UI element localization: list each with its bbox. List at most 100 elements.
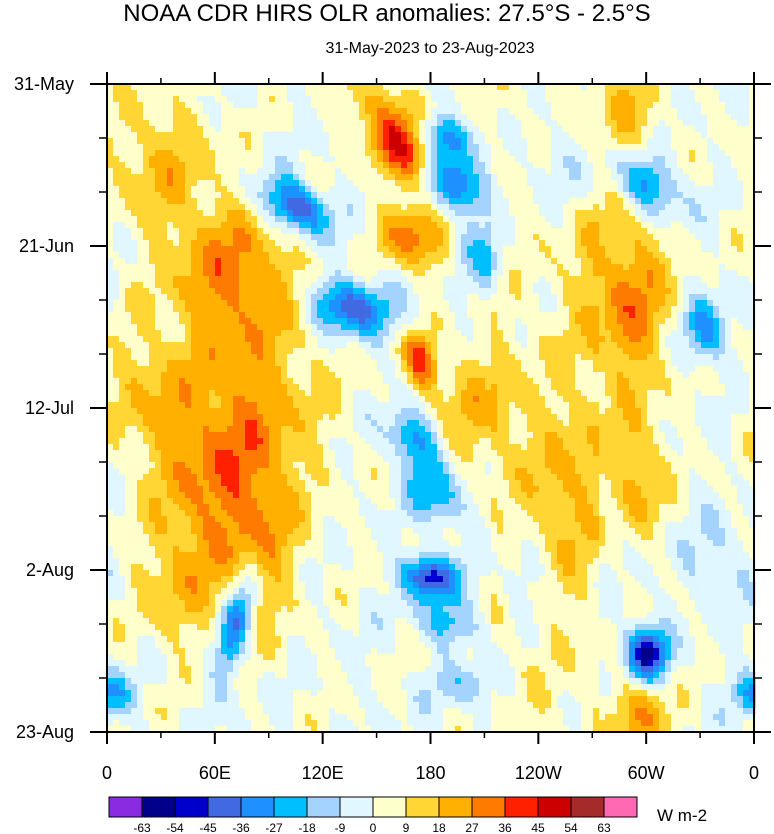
heatmap-cell	[311, 168, 318, 175]
heatmap-cell	[203, 330, 210, 337]
heatmap-cell	[293, 330, 300, 337]
heatmap-cell	[245, 336, 252, 343]
heatmap-cell	[365, 222, 372, 229]
heatmap-cell	[515, 288, 522, 295]
heatmap-cell	[389, 102, 396, 109]
heatmap-cell	[545, 114, 552, 121]
heatmap-cell	[239, 234, 246, 241]
heatmap-cell	[239, 132, 246, 139]
heatmap-cell	[713, 144, 720, 151]
heatmap-cell	[647, 180, 654, 187]
heatmap-cell	[533, 270, 540, 277]
heatmap-cell	[521, 192, 528, 199]
heatmap-cell	[701, 252, 708, 259]
heatmap-cell	[155, 288, 162, 295]
heatmap-cell	[533, 84, 540, 91]
heatmap-cell	[743, 354, 750, 361]
heatmap-cell	[323, 174, 330, 181]
heatmap-cell	[335, 264, 342, 271]
heatmap-cell	[659, 234, 666, 241]
heatmap-cell	[221, 168, 228, 175]
heatmap-cell	[215, 336, 222, 343]
heatmap-cell	[335, 96, 342, 103]
heatmap-cell	[743, 204, 750, 211]
heatmap-cell	[623, 138, 630, 145]
heatmap-cell	[545, 246, 552, 253]
heatmap-cell	[539, 276, 546, 283]
heatmap-cell	[749, 156, 756, 163]
heatmap-cell	[299, 306, 306, 313]
heatmap-cell	[533, 174, 540, 181]
heatmap-cell	[677, 114, 684, 121]
heatmap-cell	[599, 108, 606, 115]
heatmap-cell	[683, 84, 690, 91]
heatmap-cell	[245, 180, 252, 187]
heatmap-cell	[389, 228, 396, 235]
heatmap-cell	[299, 294, 306, 301]
heatmap-cell	[749, 276, 756, 283]
heatmap-cell	[503, 108, 510, 115]
heatmap-cell	[275, 306, 282, 313]
heatmap-cell	[719, 324, 726, 331]
heatmap-cell	[527, 318, 534, 325]
heatmap-cell	[407, 168, 414, 175]
heatmap-cell	[617, 312, 624, 319]
heatmap-cell	[569, 336, 576, 343]
heatmap-cell	[245, 258, 252, 265]
heatmap-cell	[743, 246, 750, 253]
heatmap-cell	[137, 96, 144, 103]
heatmap-cell	[323, 168, 330, 175]
heatmap-cell	[317, 312, 324, 319]
heatmap-cell	[173, 132, 180, 139]
heatmap-cell	[335, 252, 342, 259]
heatmap-cell	[215, 216, 222, 223]
heatmap-cell	[671, 336, 678, 343]
heatmap-cell	[215, 168, 222, 175]
heatmap-cell	[317, 276, 324, 283]
heatmap-cell	[473, 102, 480, 109]
heatmap-cell	[317, 156, 324, 163]
heatmap-cell	[143, 240, 150, 247]
heatmap-cell	[401, 306, 408, 313]
heatmap-cell	[353, 150, 360, 157]
heatmap-cell	[251, 312, 258, 319]
heatmap-cell	[581, 222, 588, 229]
heatmap-cell	[401, 216, 408, 223]
heatmap-cell	[281, 180, 288, 187]
heatmap-cell	[113, 312, 120, 319]
heatmap-cell	[179, 360, 186, 367]
heatmap-cell	[425, 240, 432, 247]
heatmap-cell	[173, 174, 180, 181]
heatmap-cell	[677, 192, 684, 199]
heatmap-cell	[515, 324, 522, 331]
heatmap-cell	[707, 246, 714, 253]
heatmap-cell	[383, 90, 390, 97]
heatmap-cell	[155, 306, 162, 313]
heatmap-cell	[611, 318, 618, 325]
heatmap-cell	[611, 120, 618, 127]
heatmap-cell	[653, 240, 660, 247]
heatmap-cell	[683, 120, 690, 127]
heatmap-cell	[335, 198, 342, 205]
heatmap-cell	[299, 156, 306, 163]
heatmap-cell	[569, 156, 576, 163]
heatmap-cell	[203, 258, 210, 265]
heatmap-cell	[149, 174, 156, 181]
heatmap-cell	[323, 234, 330, 241]
heatmap-cell	[743, 192, 750, 199]
heatmap-cell	[143, 132, 150, 139]
heatmap-cell	[569, 102, 576, 109]
heatmap-cell	[347, 150, 354, 157]
heatmap-cell	[731, 216, 738, 223]
heatmap-cell	[587, 354, 594, 361]
heatmap-cell	[683, 102, 690, 109]
heatmap-cell	[467, 198, 474, 205]
heatmap-cell	[635, 180, 642, 187]
heatmap-cell	[449, 96, 456, 103]
heatmap-cell	[239, 222, 246, 229]
heatmap-cell	[431, 180, 438, 187]
heatmap-cell	[629, 108, 636, 115]
heatmap-cell	[515, 348, 522, 355]
heatmap-cell	[593, 306, 600, 313]
heatmap-cell	[107, 306, 114, 313]
